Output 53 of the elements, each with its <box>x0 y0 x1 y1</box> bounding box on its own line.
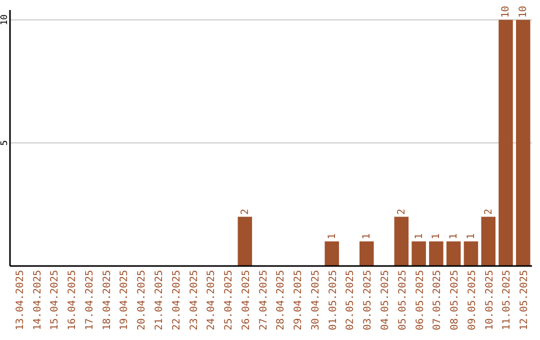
x-tick-label: 21.04.2025 <box>154 270 165 330</box>
x-tick-label: 13.04.2025 <box>14 270 26 330</box>
x-tick-label: 12.05.2025 <box>519 270 530 330</box>
bar <box>498 20 513 266</box>
data-label: 1 <box>431 233 442 240</box>
x-tick-label: 09.05.2025 <box>466 270 478 330</box>
x-tick-label: 30.04.2025 <box>310 270 322 330</box>
x-tick-label: 22.04.2025 <box>171 270 182 330</box>
x-tick-label: 15.04.2025 <box>50 270 61 330</box>
x-tick-label: 10.05.2025 <box>484 270 496 330</box>
x-tick-label: 14.04.2025 <box>32 270 44 330</box>
bar <box>238 216 252 266</box>
data-label: 1 <box>414 233 425 240</box>
x-tick-label: 18.04.2025 <box>102 270 113 330</box>
x-tick-label: 08.05.2025 <box>450 270 461 330</box>
data-label: 10 <box>500 6 512 18</box>
x-tick-label: 28.04.2025 <box>276 270 287 330</box>
x-tick-label: 02.05.2025 <box>345 270 356 330</box>
x-tick-label: 05.05.2025 <box>397 270 408 330</box>
x-tick-label: 20.04.2025 <box>136 270 148 330</box>
bar <box>464 241 478 266</box>
x-tick-label: 17.04.2025 <box>84 270 96 330</box>
x-tick-label: 19.04.2025 <box>119 270 130 330</box>
bar <box>481 216 496 266</box>
bar <box>446 241 461 266</box>
bar <box>394 216 409 266</box>
data-label: 1 <box>362 233 373 240</box>
x-tick-label: 27.04.2025 <box>258 270 270 330</box>
data-label: 1 <box>326 233 338 240</box>
bar <box>324 241 339 266</box>
data-label: 2 <box>483 208 494 215</box>
x-tick-label: 29.04.2025 <box>293 270 304 330</box>
x-tick-label: 11.05.2025 <box>502 270 513 330</box>
bar <box>412 241 426 266</box>
data-label: 10 <box>518 6 530 18</box>
data-label: 1 <box>466 233 477 240</box>
x-tick-label: 07.05.2025 <box>432 270 444 330</box>
data-label: 2 <box>240 208 251 215</box>
x-tick-label: 04.05.2025 <box>380 270 392 330</box>
bar <box>429 241 444 266</box>
x-tick-label: 25.04.2025 <box>224 270 235 330</box>
x-tick-label: 26.04.2025 <box>240 270 252 330</box>
bar <box>360 241 374 266</box>
y-tick-label: 5 <box>0 140 10 146</box>
bar <box>516 20 530 266</box>
x-tick-label: 01.05.2025 <box>328 270 339 330</box>
data-label: 2 <box>396 208 408 215</box>
x-tick-label: 06.05.2025 <box>414 270 426 330</box>
x-tick-label: 03.05.2025 <box>362 270 374 330</box>
x-tick-label: 24.04.2025 <box>206 270 218 330</box>
data-label: 1 <box>448 233 460 240</box>
x-tick-label: 23.04.2025 <box>188 270 200 330</box>
x-tick-label: 16.04.2025 <box>67 270 78 330</box>
